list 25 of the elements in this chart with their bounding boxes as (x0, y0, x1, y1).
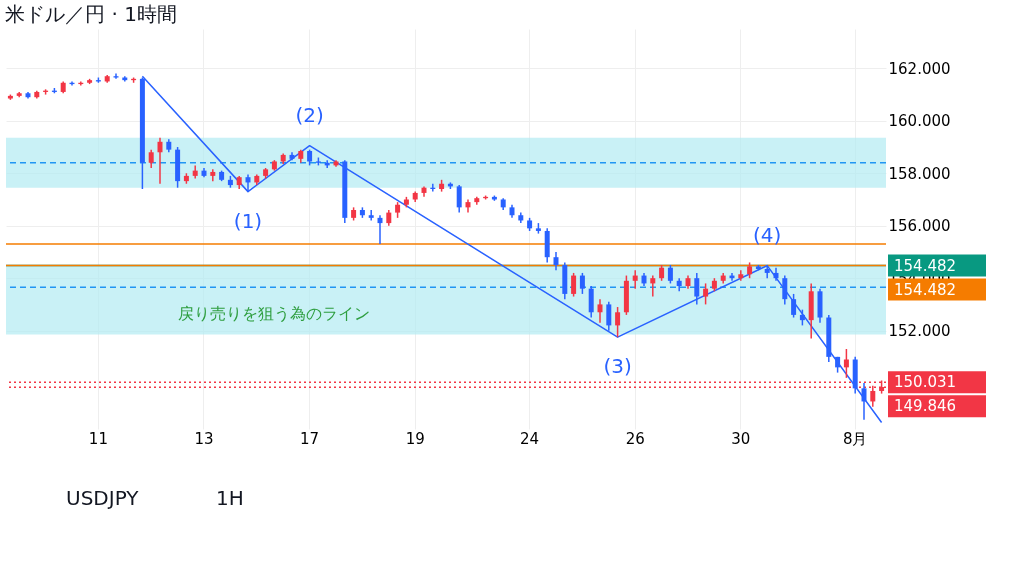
x-tick-label: 8月 (842, 429, 868, 448)
ref-line-label: 154.482 (894, 256, 957, 275)
y-tick-label: 162.000 (888, 59, 951, 78)
x-tick-label: 30 (731, 429, 751, 448)
x-tick-label: 13 (194, 429, 214, 448)
annotation: (2) (295, 102, 324, 127)
text: 1H (216, 486, 244, 510)
x-tick-label: 24 (520, 429, 540, 448)
x-tick-label: 17 (300, 429, 320, 448)
y-tick-label: 156.000 (888, 217, 951, 236)
x-tick-label: 19 (405, 429, 425, 448)
text: USDJPY (66, 486, 140, 510)
y-tick-label: 160.000 (888, 112, 951, 131)
ref-line-label: 154.482 (894, 280, 957, 299)
annotation: (1) (233, 208, 263, 233)
annotation: (4) (753, 222, 782, 247)
x-tick-label: 11 (88, 429, 108, 448)
ref-line-label: 149.846 (894, 397, 957, 416)
chart-title: 米ドル／円 · 1時間 (5, 2, 178, 26)
annotation: (3) (603, 354, 632, 379)
ref-line-label: 150.031 (894, 373, 957, 392)
annotation: 戻り売りを狙う為のライン (178, 304, 371, 324)
y-tick-label: 158.000 (888, 164, 951, 183)
x-tick-label: 26 (625, 429, 645, 448)
y-tick-label: 152.000 (888, 322, 951, 341)
